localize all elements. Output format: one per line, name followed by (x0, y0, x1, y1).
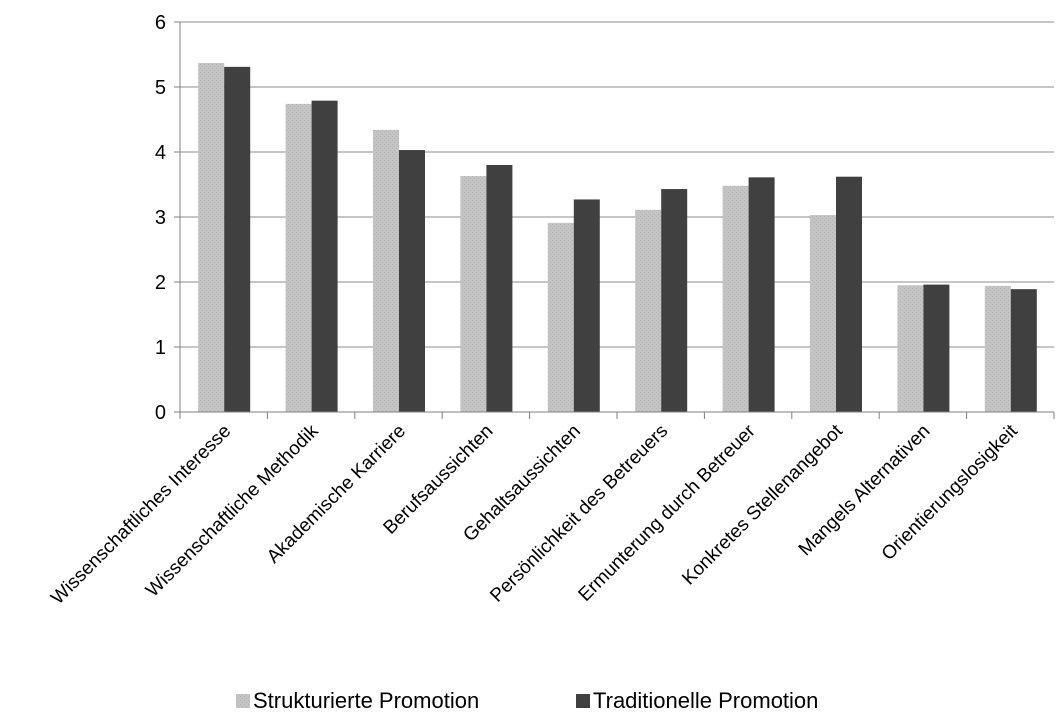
y-tick-labels: 0 1 2 3 4 5 6 (155, 12, 166, 424)
y-tick-label: 6 (155, 12, 166, 34)
bar-traditionelle-7 (836, 176, 862, 412)
x-category-label: Wissenschaftliches Interesse (47, 421, 235, 609)
y-tick-label: 5 (155, 77, 166, 99)
bar-traditionelle-0 (224, 66, 251, 412)
y-tick-label: 2 (155, 272, 166, 294)
y-tick-label: 1 (155, 337, 166, 359)
bar-traditionelle-4 (573, 199, 600, 412)
bar-strukturierte-2 (373, 129, 399, 412)
bar-strukturierte-1 (285, 103, 312, 413)
bar-strukturierte-4 (547, 222, 574, 412)
legend: Strukturierte Promotion Traditionelle Pro… (236, 688, 818, 713)
x-category-label: Persönlichkeit des Betreuers (486, 421, 672, 607)
bar-traditionelle-9 (1010, 289, 1037, 412)
bar-strukturierte-0 (198, 62, 225, 412)
bar-traditionelle-1 (311, 100, 338, 413)
y-tick-label: 0 (155, 402, 166, 424)
bar-traditionelle-2 (399, 150, 425, 413)
x-category-label: Wissenschaftliche Methodik (142, 420, 323, 601)
y-tick-label: 3 (155, 207, 166, 229)
bar-strukturierte-8 (897, 285, 924, 412)
bars (198, 62, 1037, 413)
bar-traditionelle-6 (748, 177, 775, 412)
legend-label-strukturierte: Strukturierte Promotion (253, 688, 479, 713)
bar-traditionelle-8 (923, 284, 950, 412)
bar-traditionelle-3 (486, 165, 513, 412)
x-category-labels: Wissenschaftliches InteresseWissenschaft… (47, 420, 1022, 609)
legend-swatch-strukturierte (236, 694, 250, 708)
legend-swatch-traditionelle (576, 694, 590, 708)
bar-strukturierte-9 (984, 285, 1011, 412)
y-tick-label: 4 (155, 142, 166, 164)
bar-strukturierte-7 (810, 215, 836, 412)
x-category-label: Konkretes Stellenangebot (678, 420, 847, 589)
x-category-label: Ermunterung durch Betreuer (575, 420, 761, 606)
legend-label-traditionelle: Traditionelle Promotion (593, 688, 818, 713)
bar-strukturierte-3 (460, 176, 487, 412)
bar-traditionelle-5 (661, 189, 688, 412)
bar-strukturierte-6 (722, 185, 749, 412)
bar-strukturierte-5 (635, 209, 662, 412)
axes (174, 21, 1055, 419)
